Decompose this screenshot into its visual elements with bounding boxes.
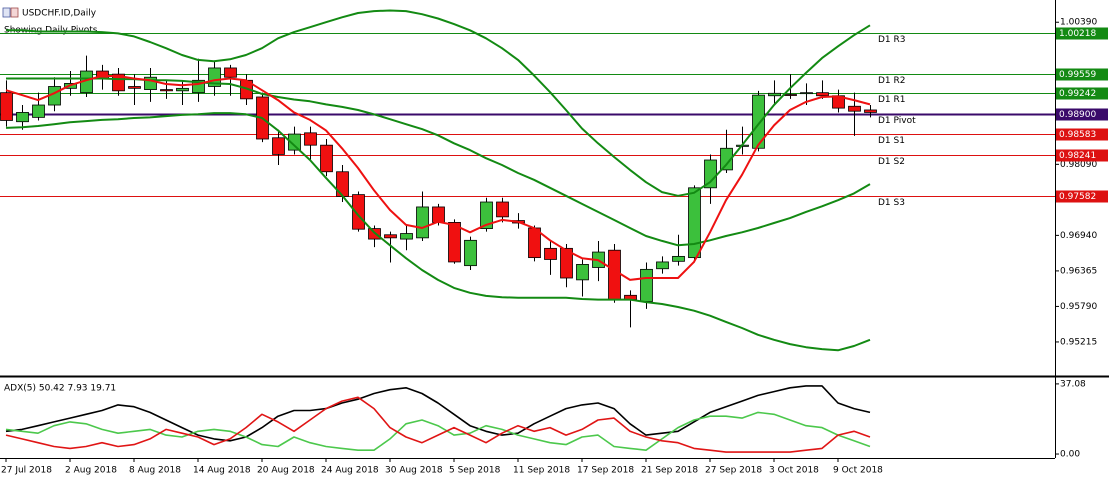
x-tick-label: 27 Sep 2018 — [705, 466, 762, 476]
y-tick-label: 0.00 — [1060, 450, 1080, 460]
pivot-price-box — [1056, 87, 1108, 100]
candle-body — [496, 201, 509, 218]
pivot-price-label: 1.00218 — [1059, 29, 1096, 39]
candle-body — [608, 249, 621, 301]
y-tick-label: 1.00390 — [1060, 18, 1097, 28]
indicator-line — [5, 385, 871, 442]
candle-body — [128, 86, 141, 89]
x-tick-label: 30 Aug 2018 — [385, 466, 443, 476]
pivot-price-box — [1056, 68, 1108, 81]
candle-body — [752, 94, 765, 149]
pivot-name: D1 R2 — [878, 76, 906, 86]
x-tick-label: 3 Oct 2018 — [769, 466, 819, 476]
y-tick-label: 0.96940 — [1060, 231, 1097, 241]
candle-body — [352, 194, 365, 230]
x-tick-label: 2 Aug 2018 — [65, 466, 117, 476]
x-tick-label: 17 Sep 2018 — [577, 466, 634, 476]
candle-body — [480, 201, 493, 229]
chart-title: USDCHF.ID,Daily — [22, 9, 97, 19]
candle-body — [16, 112, 29, 123]
pivot-name: D1 R1 — [878, 95, 906, 105]
indicator-title: ADX(5) 50.42 7.93 19.71 — [4, 384, 116, 394]
candle-body — [576, 264, 589, 281]
x-tick-label: 5 Sep 2018 — [449, 466, 501, 476]
candle-body — [224, 67, 237, 78]
pivot-price-box — [1056, 108, 1108, 121]
candle-body — [384, 234, 397, 239]
y-tick-label: 0.95215 — [1060, 337, 1097, 347]
indicator-line — [6, 9, 871, 197]
candle-body — [304, 132, 317, 146]
y-tick-label: 0.96365 — [1060, 266, 1097, 276]
candle-body — [32, 104, 45, 118]
pivot-price-box — [1056, 27, 1108, 40]
candle-body — [416, 206, 429, 239]
candle-body — [656, 261, 669, 270]
pivot-name: D1 S3 — [878, 198, 905, 208]
candle-body — [848, 105, 861, 112]
candle-body — [448, 222, 461, 263]
candle-body — [400, 233, 413, 240]
pivot-name: D1 S1 — [878, 136, 905, 146]
x-tick-label: 24 Aug 2018 — [321, 466, 379, 476]
candle-body — [0, 92, 13, 121]
candle-body — [288, 133, 301, 151]
pivot-price-box — [1056, 149, 1108, 162]
candle-body — [320, 144, 333, 173]
candle-body — [640, 268, 653, 302]
candle-body — [672, 255, 685, 262]
x-tick-label: 11 Sep 2018 — [513, 466, 570, 476]
y-tick-label: 37.08 — [1060, 379, 1086, 389]
pivot-name: D1 S2 — [878, 157, 905, 167]
candle-body — [784, 94, 797, 96]
candle-body — [720, 147, 733, 171]
indicator-line — [5, 75, 871, 281]
candle-body — [816, 92, 829, 97]
pivot-price-label: 0.99559 — [1059, 70, 1096, 80]
pivot-price-box — [1056, 190, 1108, 203]
pivot-price-label: 0.97582 — [1059, 192, 1096, 202]
x-tick-label: 27 Jul 2018 — [1, 466, 52, 476]
candle-body — [688, 187, 701, 259]
candle-body — [432, 206, 445, 223]
candle-body — [544, 247, 557, 260]
candle-body — [864, 109, 877, 113]
x-tick-label: 20 Aug 2018 — [257, 466, 315, 476]
candle-body — [176, 87, 189, 92]
pivot-price-label: 0.99242 — [1059, 89, 1096, 99]
symbol-icon — [2, 7, 19, 18]
x-tick-label: 9 Oct 2018 — [833, 466, 883, 476]
indicator-line — [5, 411, 871, 451]
candle-body — [160, 89, 173, 92]
pivot-price-label: 0.98241 — [1059, 151, 1096, 161]
pivot-name: D1 R3 — [878, 35, 906, 45]
pivot-name: D1 Pivot — [878, 116, 916, 126]
pivot-price-label: 0.98900 — [1059, 110, 1096, 120]
candle-body — [800, 92, 813, 95]
candle-body — [336, 171, 349, 197]
candle-body — [768, 92, 781, 97]
candle-body — [464, 239, 477, 267]
candle-body — [560, 247, 573, 279]
pivot-price-box — [1056, 128, 1108, 141]
pivot-price-label: 0.98583 — [1059, 130, 1096, 140]
candle-body — [272, 137, 285, 155]
x-tick-label: 21 Sep 2018 — [641, 466, 698, 476]
x-tick-label: 14 Aug 2018 — [193, 466, 251, 476]
indicator-line — [5, 112, 871, 352]
y-tick-label: 0.98090 — [1060, 160, 1097, 170]
y-tick-label: 0.95790 — [1060, 302, 1097, 312]
x-tick-label: 8 Aug 2018 — [129, 466, 181, 476]
indicator-line — [5, 396, 871, 453]
